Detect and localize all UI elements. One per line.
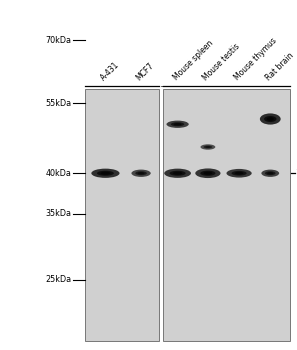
Ellipse shape [166, 121, 189, 128]
Text: 40kDa: 40kDa [45, 169, 71, 178]
Text: TTC5: TTC5 [296, 169, 297, 178]
Text: 25kDa: 25kDa [45, 275, 71, 285]
Ellipse shape [260, 113, 281, 125]
Ellipse shape [226, 169, 252, 177]
Text: 35kDa: 35kDa [45, 209, 71, 218]
Ellipse shape [174, 123, 181, 125]
Ellipse shape [261, 170, 279, 177]
Ellipse shape [200, 171, 215, 176]
Text: MCF7: MCF7 [135, 61, 156, 82]
Ellipse shape [135, 171, 147, 175]
Ellipse shape [171, 122, 184, 126]
Bar [163, 89, 290, 341]
Bar [85, 89, 159, 341]
Ellipse shape [232, 171, 247, 176]
Text: 55kDa: 55kDa [45, 99, 71, 108]
Ellipse shape [200, 144, 215, 150]
Text: Rat brain: Rat brain [264, 51, 296, 82]
Ellipse shape [138, 172, 144, 174]
Ellipse shape [100, 172, 110, 175]
Ellipse shape [203, 146, 212, 148]
Text: Mouse spleen: Mouse spleen [171, 39, 215, 82]
Text: Mouse testis: Mouse testis [202, 42, 242, 82]
Ellipse shape [97, 171, 114, 176]
Ellipse shape [267, 172, 273, 174]
Text: 70kDa: 70kDa [45, 36, 71, 45]
Text: A-431: A-431 [99, 60, 121, 82]
Ellipse shape [265, 171, 276, 175]
Ellipse shape [91, 169, 119, 178]
Ellipse shape [203, 172, 212, 175]
Ellipse shape [235, 172, 244, 175]
Ellipse shape [131, 170, 151, 177]
Text: Mouse thymus: Mouse thymus [233, 36, 279, 82]
Ellipse shape [164, 169, 191, 178]
Ellipse shape [205, 146, 211, 148]
Ellipse shape [170, 171, 186, 176]
Ellipse shape [195, 168, 220, 178]
Ellipse shape [173, 172, 182, 175]
Ellipse shape [264, 116, 277, 122]
Ellipse shape [267, 117, 274, 121]
